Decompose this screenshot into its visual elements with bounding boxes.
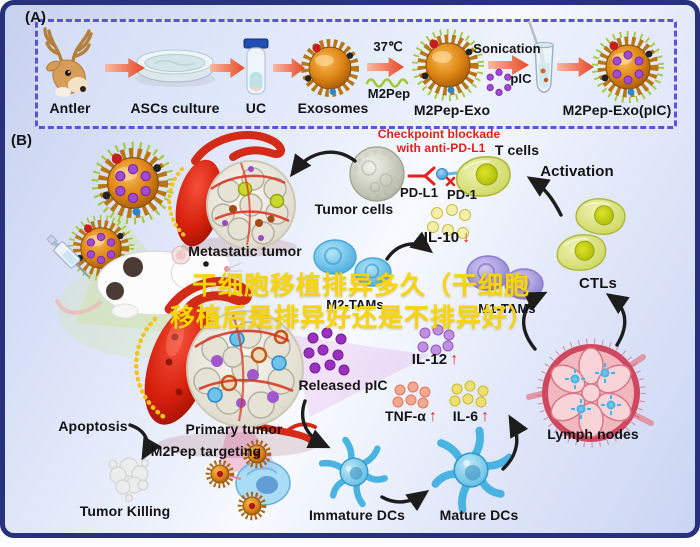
- label-ctls: CTLs: [579, 275, 617, 292]
- m2pep-squiggle-icon: [365, 78, 409, 88]
- metastatic-tumor-illustration: [167, 130, 297, 257]
- label-uc: UC: [245, 100, 267, 116]
- watermark-line-2: 移植后是排异好还是不排异好）: [169, 304, 535, 332]
- il10-down-arrow: ↓: [462, 229, 471, 246]
- lymph-node-illustration: [526, 338, 654, 448]
- label-il12: IL-12 ↑: [411, 351, 459, 368]
- primary-tumor-illustration: [133, 277, 319, 458]
- label-m1-tams: M1-TAMs: [478, 301, 536, 316]
- m1-tam-cells: [466, 255, 544, 300]
- arrow-lymph-to-ctls-left: [521, 291, 548, 351]
- label-activation: Activation: [540, 163, 614, 180]
- label-ascs-culture: ASCs culture: [130, 100, 220, 116]
- label-m2pep-exo-pic: M2Pep-Exo(pIC): [562, 102, 672, 118]
- label-exosomes: Exosomes: [297, 100, 369, 116]
- exosome-icon: [305, 43, 355, 95]
- syringe-icon: [46, 234, 90, 278]
- arrow-lymph-to-ctls-right: [605, 293, 630, 347]
- label-m2pep-targeting: M2Pep targeting: [150, 443, 262, 459]
- label-mature-dcs: Mature DCs: [439, 507, 519, 523]
- tumor-cell-illustration: [349, 146, 405, 202]
- arrow-apoptosis: [128, 423, 162, 461]
- il6-up-arrow: ↑: [481, 408, 490, 425]
- petri-dish-icon: [135, 49, 215, 87]
- label-m2pep-exo: M2Pep-Exo: [413, 102, 491, 118]
- apoptotic-cell-illustration: [108, 457, 150, 503]
- arrow-mature-to-lymph: [501, 414, 529, 471]
- m2-tam-cells: [313, 239, 392, 287]
- label-checkpoint-2: with anti-PD-L1: [396, 141, 486, 155]
- ctl-cell-1: [573, 195, 628, 238]
- label-antler: Antler: [49, 100, 91, 116]
- label-apoptosis: Apoptosis: [58, 418, 128, 434]
- released-pic-dots: [303, 327, 350, 376]
- label-m2-tams: M2-TAMs: [326, 297, 384, 312]
- deer-antler-icon: [43, 27, 93, 97]
- anti-pd-l1-antibody-icon: [407, 166, 436, 186]
- uc-tube-icon: [243, 38, 269, 95]
- ctl-cell-2: [554, 231, 609, 275]
- label-released-pic: Released pIC: [298, 377, 388, 393]
- panel-b-label: (B): [11, 132, 33, 149]
- label-immature-dcs: Immature DCs: [308, 507, 406, 523]
- arrow-activation: [526, 176, 563, 217]
- label-tumor-cells: Tumor cells: [314, 201, 394, 217]
- label-pd-l1: PD-L1: [399, 185, 439, 200]
- m2pep-targeting-illustration: [208, 442, 291, 518]
- diagram-canvas: [43, 20, 700, 538]
- exosome-particle-1: [95, 145, 171, 221]
- arrow-pic-to-immature-dc: [300, 399, 331, 449]
- release-beam: [290, 335, 430, 417]
- label-m2pep: M2Pep: [367, 86, 411, 101]
- il10-dots: [427, 204, 471, 239]
- label-lymph-nodes: Lymph nodes: [547, 426, 639, 442]
- sonication-tube-icon: [527, 20, 554, 93]
- arrow-immature-to-mature: [380, 490, 430, 512]
- label-checkpoint-1: Checkpoint blockade: [377, 127, 501, 141]
- tnf-up-arrow: ↑: [428, 408, 438, 425]
- il12-up-arrow: ↑: [450, 351, 459, 368]
- immature-dc-illustration: [318, 432, 392, 511]
- label-tnf-a: TNF-α ↑: [384, 408, 438, 425]
- label-t-cells: T cells: [494, 142, 540, 158]
- tnf-dots: [392, 381, 431, 409]
- il12-dots: [417, 324, 455, 356]
- label-sonication: Sonication: [473, 41, 541, 56]
- blockade-x-icon: [445, 176, 456, 187]
- m2pep-exo-pic-icon: [595, 34, 661, 100]
- label-il10: IL-10 ↓: [423, 229, 471, 246]
- watermark-line-1: 干细胞移植排异多久（干细胞: [191, 272, 531, 300]
- label-pd-1: PD-1: [446, 187, 478, 202]
- flow-arrows: [128, 150, 630, 512]
- m2pep-exo-icon: [415, 32, 481, 98]
- label-temperature: 37℃: [373, 39, 403, 54]
- label-tumor-killing: Tumor Killing: [79, 503, 171, 519]
- il6-dots: [449, 380, 489, 408]
- panel-a-label: (A): [25, 9, 47, 26]
- pic-dots-icon: [486, 68, 512, 96]
- label-primary-tumor: Primary tumor: [185, 421, 283, 437]
- arrow-m2-to-m1: [385, 231, 434, 261]
- label-il6: IL-6 ↑: [452, 408, 490, 425]
- label-pic: pIC: [510, 71, 532, 86]
- arrow-tumorcells-to-metastatic: [289, 150, 357, 178]
- label-metastatic-tumor: Metastatic tumor: [188, 243, 302, 259]
